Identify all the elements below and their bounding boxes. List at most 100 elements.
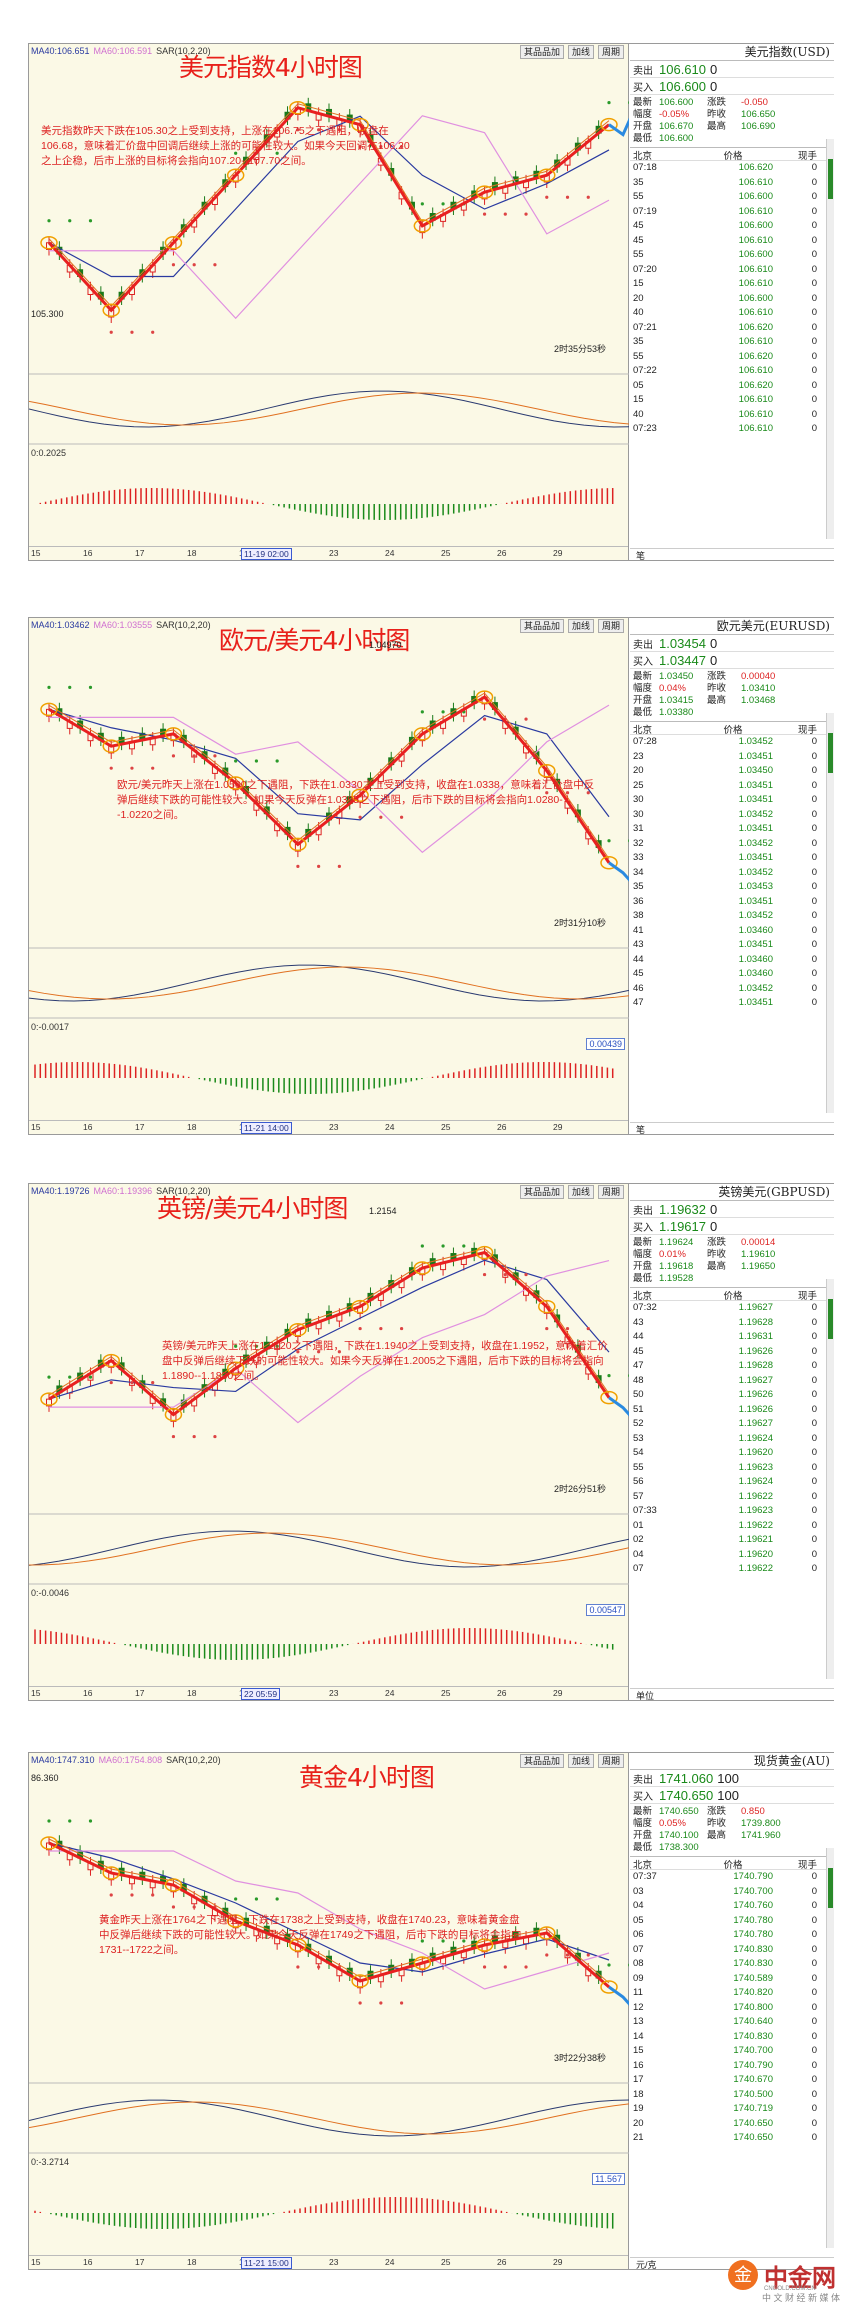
- tick-row: 07:28 1.03452 0: [630, 735, 834, 750]
- tick-cell: 07:33: [633, 1505, 657, 1516]
- tick-cell: 0: [811, 1885, 817, 1897]
- tick-cell: 09: [633, 1972, 644, 1984]
- stat-cell: 涨跌: [707, 97, 727, 108]
- scrollbar-thumb[interactable]: [828, 733, 833, 773]
- pivot-circle-marker: [413, 1261, 432, 1275]
- tick-scrollbar[interactable]: [826, 1848, 834, 2248]
- tick-cell: 106.610: [738, 394, 773, 405]
- tick-cell: 106.610: [738, 278, 773, 289]
- time-axis-tick: 26: [497, 2257, 507, 2267]
- toolbar-button[interactable]: 加线: [567, 1754, 594, 1768]
- toolbar-button[interactable]: 加线: [567, 1185, 594, 1199]
- tick-cell: 0: [811, 1360, 817, 1371]
- tick-header-cell: 现手: [797, 725, 817, 736]
- pivot-circle-marker: [102, 1866, 120, 1880]
- time-axis-tick: 16: [83, 2257, 93, 2267]
- tick-cell: 1.03452: [738, 736, 773, 747]
- analysis-note: 英镑/美元昨天上涨在1.2120之下遇阻，下跌在1.1940之上受到支持，收盘在…: [162, 1340, 608, 1382]
- tick-cell: 50: [633, 1389, 644, 1400]
- tick-cell: 08: [633, 1958, 644, 1969]
- toolbar-button[interactable]: 周期: [597, 1185, 624, 1199]
- pivot-circle-marker: [226, 776, 245, 790]
- ma-legend-item: MA40:106.651: [31, 46, 90, 56]
- tick-cell: 1.03452: [738, 982, 773, 994]
- tick-cell: 1740.780: [733, 1929, 773, 1940]
- tick-cell: 05: [633, 1914, 644, 1926]
- tick-cell: 07:21: [633, 321, 657, 333]
- tick-cell: 1.03451: [738, 794, 773, 805]
- scrollbar-thumb[interactable]: [828, 1868, 833, 1908]
- tick-cell: 1740.700: [733, 1885, 773, 1897]
- toolbar-button[interactable]: 加线: [567, 45, 594, 59]
- sar-dot: [586, 791, 590, 795]
- macd-zero-label: 0:-0.0046: [31, 1588, 70, 1598]
- tick-row: 55 106.620 0: [630, 350, 834, 365]
- toolbar-button[interactable]: 周期: [597, 45, 624, 59]
- tick-scrollbar[interactable]: [826, 713, 834, 1113]
- stat-cell: [707, 707, 741, 719]
- chart-toolbar: 其品品加 加线 周期: [519, 1185, 624, 1199]
- ma60-line: [49, 1259, 610, 1424]
- stat-cell: [707, 133, 741, 145]
- tick-row: 47 1.03451 0: [630, 996, 834, 1011]
- tick-cell: 07:37: [633, 1871, 657, 1882]
- tick-cell: 48: [633, 1374, 644, 1386]
- tick-cell: 0: [811, 997, 817, 1008]
- time-axis-tick: 17: [135, 2257, 145, 2267]
- tick-cell: 0: [811, 379, 817, 391]
- tick-cell: 106.610: [738, 263, 773, 275]
- toolbar-button[interactable]: 其品品加: [519, 1754, 564, 1768]
- tick-cell: 0: [811, 939, 817, 950]
- indicator-line-slow: [29, 1532, 629, 1566]
- time-axis-tick: 11-21 14:00: [241, 1122, 292, 1134]
- tick-cell: 16: [633, 2059, 644, 2071]
- stat-cell: [741, 1273, 791, 1285]
- tick-cell: 0: [811, 2117, 817, 2129]
- sar-dot: [234, 1344, 238, 1348]
- tick-cell: 40: [633, 408, 644, 420]
- quote-footer: 笔: [630, 548, 834, 561]
- sar-dot: [275, 759, 279, 763]
- sar-dot: [296, 1965, 300, 1969]
- stat-cell: [707, 1273, 741, 1285]
- tick-cell: 106.610: [738, 307, 773, 318]
- toolbar-button[interactable]: 加线: [567, 619, 594, 633]
- tick-scrollbar[interactable]: [826, 139, 834, 539]
- tick-cell: 45: [633, 968, 644, 979]
- stat-cell: 1741.960: [741, 1830, 781, 1841]
- sar-dot: [88, 685, 93, 689]
- sar-dot: [482, 212, 487, 216]
- tick-cell: 52: [633, 1418, 644, 1429]
- scrollbar-thumb[interactable]: [828, 1299, 833, 1339]
- sar-dot: [47, 1375, 51, 1379]
- tick-row: 01 1.19622 0: [630, 1519, 834, 1534]
- chart-title: 黄金4小时图: [299, 1763, 435, 1792]
- pivot-circle-marker: [351, 117, 369, 132]
- time-axis-tick: 15: [31, 2257, 41, 2267]
- tick-cell: 45: [633, 234, 644, 246]
- sar-dot: [109, 766, 113, 770]
- quote-stats: 最新 106.600 涨跌 -0.050 幅度 -0.05% 昨收 106.650 开盘 106.…: [630, 95, 834, 148]
- toolbar-button[interactable]: 周期: [597, 619, 624, 633]
- sar-dot: [68, 1375, 72, 1379]
- toolbar-button[interactable]: 其品品加: [519, 619, 564, 633]
- toolbar-button[interactable]: 周期: [597, 1754, 624, 1768]
- tick-scrollbar[interactable]: [826, 1279, 834, 1679]
- sar-dot: [234, 151, 238, 155]
- toolbar-button[interactable]: 其品品加: [519, 1185, 564, 1199]
- buy-price: 106.600: [659, 78, 706, 94]
- buy-lot: 100: [717, 1787, 739, 1803]
- scrollbar-thumb[interactable]: [828, 159, 833, 199]
- sar-dot: [358, 145, 362, 149]
- tick-row: 05 106.620 0: [630, 379, 834, 394]
- sar-dot: [192, 263, 196, 267]
- tick-cell: 0: [811, 1519, 817, 1531]
- toolbar-button[interactable]: 其品品加: [519, 45, 564, 59]
- sar-dot: [337, 1350, 341, 1354]
- chart-panel: MA40:106.651 MA60:106.591 SAR(10,2,20) 其品品加…: [28, 43, 834, 561]
- pivot-circle-marker: [164, 1407, 183, 1422]
- tick-cell: 14: [633, 2030, 644, 2042]
- pivot-circle-marker: [600, 1980, 618, 1994]
- ma-legend-item: MA60:1.03555: [93, 620, 153, 630]
- stat-cell: 1740.650: [659, 1806, 699, 1817]
